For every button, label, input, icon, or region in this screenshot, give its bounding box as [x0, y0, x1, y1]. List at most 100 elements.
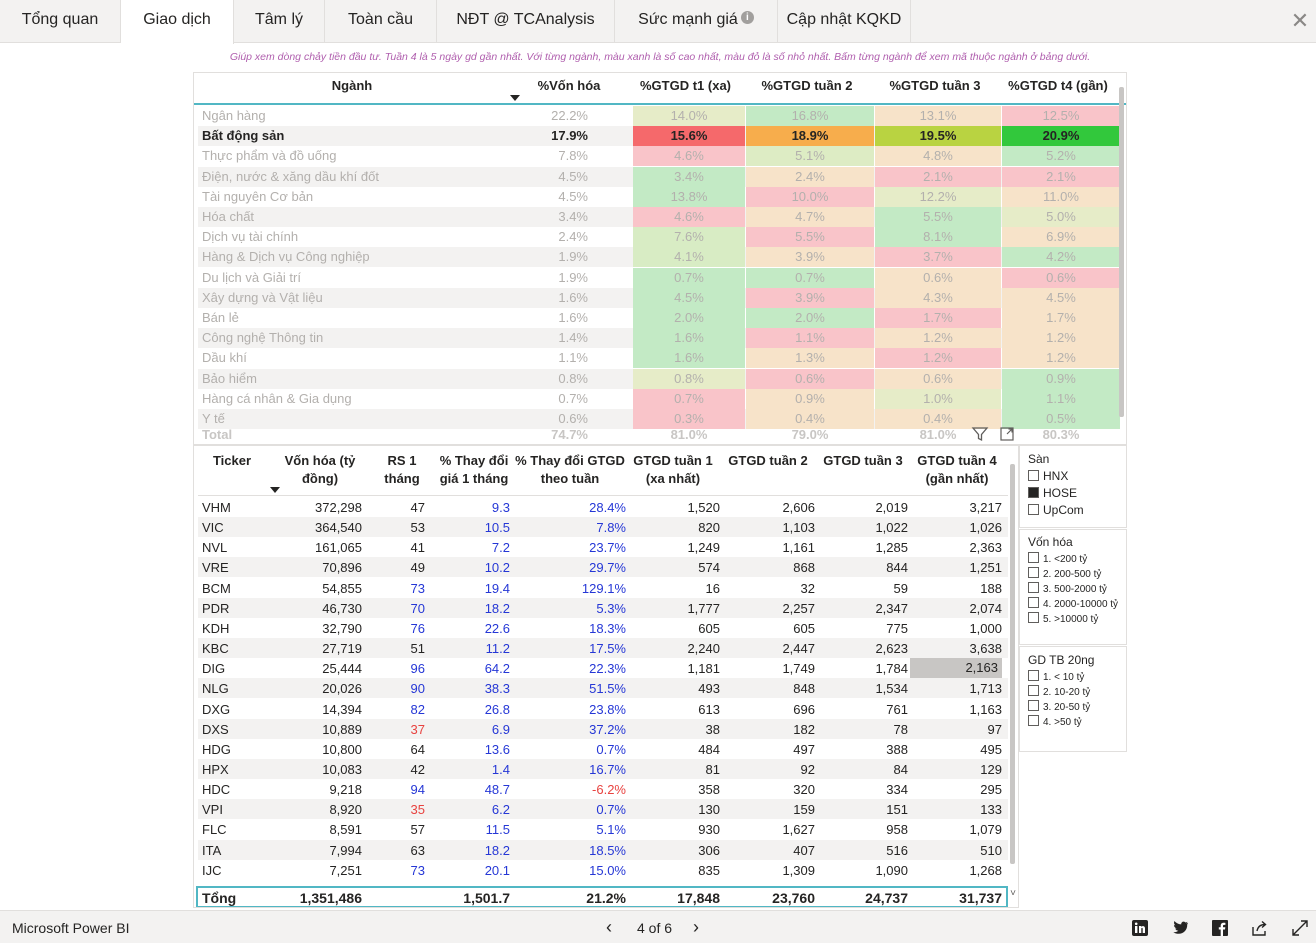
industry-row[interactable]: Du lịch và Giải trí 1.9% 0.7% 0.7% 0.6% 0.6% — [198, 267, 1120, 288]
checkbox-icon[interactable] — [1028, 552, 1039, 563]
checkbox-icon[interactable] — [1028, 567, 1039, 578]
tab-giao-dich[interactable]: Giao dịch — [121, 0, 234, 44]
table-row[interactable]: DIG 25,444 96 64.2 22.3% 1,181 1,749 1,784 2,163 — [198, 658, 1008, 679]
col-header-gtgd-t4[interactable]: %GTGD t4 (gần) — [1008, 78, 1108, 93]
slicer-item-upcom[interactable]: UpCom — [1028, 503, 1084, 517]
col-header-rs[interactable]: RS 1 tháng — [384, 453, 420, 486]
col-header-nganh[interactable]: Ngành — [331, 78, 373, 93]
industry-row[interactable]: Công nghệ Thông tin 1.4% 1.6% 1.1% 1.2% 1.2% — [198, 328, 1120, 349]
table-row[interactable]: KDH 32,790 76 22.6 18.3% 605 605 775 1,000 — [198, 618, 1008, 638]
slicer-item[interactable]: 1. <200 tỷ — [1028, 552, 1087, 565]
sort-desc-icon[interactable] — [270, 487, 280, 493]
table-row[interactable]: VPI 8,920 35 6.2 0.7% 130 159 151 133 — [198, 799, 1008, 820]
industry-row[interactable]: Tài nguyên Cơ bản 4.5% 13.8% 10.0% 12.2% 11.0… — [198, 186, 1120, 207]
tab-tam-ly[interactable]: Tâm lý — [234, 0, 325, 43]
industry-row[interactable]: Thực phẩm và đồ uống 7.8% 4.6% 5.1% 4.8% 5.2% — [198, 146, 1120, 167]
industry-row[interactable]: Hàng & Dịch vụ Công nghiệp 1.9% 4.1% 3.9% 3.… — [198, 247, 1120, 268]
tab-ndt-tcanalysis[interactable]: NĐT @ TCAnalysis — [437, 0, 615, 43]
col-header-gtgd-tuan2[interactable]: %GTGD tuần 2 — [761, 78, 853, 93]
table-row[interactable]: VIC 364,540 53 10.5 7.8% 820 1,103 1,022 1,026 — [198, 517, 1008, 538]
table-row[interactable]: NVL 161,065 41 7.2 23.7% 1,249 1,161 1,285 2,363 — [198, 537, 1008, 557]
table-row[interactable]: VHM 372,298 47 9.3 28.4% 1,520 2,606 2,019 3,217 — [198, 497, 1008, 517]
slicer-item-hose[interactable]: HOSE — [1028, 486, 1077, 500]
col-header-gtgd-tuan2[interactable]: GTGD tuần 2 — [728, 453, 808, 468]
col-header-thay-doi-gia[interactable]: % Thay đổi giá 1 tháng — [439, 453, 509, 486]
ticker-scrollbar[interactable] — [1010, 464, 1015, 864]
linkedin-icon[interactable] — [1131, 919, 1149, 937]
col-header-gtgd-tuan4[interactable]: GTGD tuần 4 (gần nhất) — [917, 453, 997, 486]
table-row[interactable]: FLC 8,591 57 11.5 5.1% 930 1,627 958 1,079 — [198, 819, 1008, 839]
ticker-thay-doi-gtgd: 129.1% — [581, 580, 626, 596]
industry-row[interactable]: Ngân hàng 22.2% 14.0% 16.8% 13.1% 12.5% — [198, 106, 1120, 126]
slicer-item-hnx[interactable]: HNX — [1028, 469, 1068, 483]
info-icon[interactable]: i — [740, 11, 754, 24]
slicer-item[interactable]: 3. 20-50 tỷ — [1028, 700, 1090, 713]
table-row[interactable]: HPX 10,083 42 1.4 16.7% 81 92 84 129 — [198, 758, 1008, 779]
previous-page-icon[interactable]: ‹ — [606, 917, 612, 937]
slicer-item[interactable]: 2. 10-20 tỷ — [1028, 685, 1090, 698]
sort-desc-icon[interactable] — [510, 95, 520, 101]
tab-suc-manh-gia[interactable]: Sức mạnh giá i — [615, 0, 778, 43]
checkbox-icon[interactable] — [1028, 470, 1039, 481]
col-header-gtgd-tuan3[interactable]: GTGD tuần 3 — [823, 453, 903, 468]
filter-icon[interactable] — [971, 425, 989, 443]
scroll-down-icon[interactable]: ˅ — [1010, 888, 1016, 899]
table-row[interactable]: BCM 54,855 73 19.4 129.1% 16 32 59 188 — [198, 578, 1008, 598]
slicer-item[interactable]: 4. >50 tỷ — [1028, 715, 1082, 728]
slicer-item[interactable]: 4. 2000-10000 tỷ — [1028, 597, 1118, 610]
next-page-icon[interactable]: › — [693, 917, 699, 937]
tab-toan-cau[interactable]: Toàn cầu — [325, 0, 437, 43]
table-row[interactable]: HDC 9,218 94 48.7 -6.2% 358 320 334 295 — [198, 779, 1008, 799]
checkbox-icon[interactable] — [1028, 685, 1039, 696]
industry-row[interactable]: Bất động sản 17.9% 15.6% 18.9% 19.5% 20.9% — [198, 126, 1120, 147]
industry-row[interactable]: Điện, nước & xăng dầu khí đốt 4.5% 3.4% 2.4… — [198, 166, 1120, 187]
ticker-thay-doi-gtgd: 15.0% — [589, 862, 626, 878]
checkbox-checked-icon[interactable] — [1028, 487, 1039, 498]
col-header-ticker[interactable]: Ticker — [212, 453, 252, 468]
slicer-item[interactable]: 1. < 10 tỷ — [1028, 670, 1084, 683]
facebook-icon[interactable] — [1211, 919, 1229, 937]
table-row[interactable]: IJC 7,251 73 20.1 15.0% 835 1,309 1,090 1,268 — [198, 860, 1008, 880]
industry-row[interactable]: Xây dựng và Vật liệu 1.6% 4.5% 3.9% 4.3% 4.5% — [198, 287, 1120, 308]
table-row[interactable]: DXG 14,394 82 26.8 23.8% 613 696 761 1,163 — [198, 699, 1008, 719]
checkbox-icon[interactable] — [1028, 670, 1039, 681]
checkbox-icon[interactable] — [1028, 504, 1039, 515]
col-header-gtgd-tuan1[interactable]: GTGD tuần 1 (xa nhất) — [633, 453, 713, 486]
twitter-icon[interactable] — [1171, 919, 1189, 937]
checkbox-icon[interactable] — [1028, 612, 1039, 623]
industry-scrollbar[interactable] — [1119, 87, 1124, 417]
focus-mode-icon[interactable] — [998, 425, 1016, 443]
table-row[interactable]: KBC 27,719 51 11.2 17.5% 2,240 2,447 2,623 3,638 — [198, 638, 1008, 659]
industry-row[interactable]: Hóa chất 3.4% 4.6% 4.7% 5.5% 5.0% — [198, 207, 1120, 227]
slicer-item[interactable]: 5. >10000 tỷ — [1028, 612, 1098, 625]
ticker-gtgd-tuan4: 1,713 — [969, 681, 1002, 697]
tab-tong-quan[interactable]: Tổng quan — [0, 0, 121, 43]
table-row[interactable]: ITA 7,994 63 18.2 18.5% 306 407 516 510 — [198, 839, 1008, 860]
col-header-von-hoa[interactable]: Vốn hóa (tỷ đồng) — [284, 453, 356, 486]
share-icon[interactable] — [1251, 919, 1269, 937]
close-icon[interactable]: ✕ — [1290, 8, 1310, 33]
industry-row[interactable]: Bán lẻ 1.6% 2.0% 2.0% 1.7% 1.7% — [198, 308, 1120, 328]
industry-row[interactable]: Bảo hiểm 0.8% 0.8% 0.6% 0.6% 0.9% — [198, 368, 1120, 389]
slicer-item[interactable]: 3. 500-2000 tỷ — [1028, 582, 1107, 595]
industry-row[interactable]: Dầu khí 1.1% 1.6% 1.3% 1.2% 1.2% — [198, 348, 1120, 369]
fullscreen-icon[interactable] — [1291, 919, 1309, 937]
table-row[interactable]: NLG 20,026 90 38.3 51.5% 493 848 1,534 1,713 — [198, 678, 1008, 699]
checkbox-icon[interactable] — [1028, 597, 1039, 608]
col-header-gtgd-t1[interactable]: %GTGD t1 (xa) — [639, 78, 731, 93]
checkbox-icon[interactable] — [1028, 700, 1039, 711]
industry-row[interactable]: Y tế 0.6% 0.3% 0.4% 0.4% 0.5% — [198, 409, 1120, 429]
table-row[interactable]: HDG 10,800 64 13.6 0.7% 484 497 388 495 — [198, 739, 1008, 759]
table-row[interactable]: PDR 46,730 70 18.2 5.3% 1,777 2,257 2,347 2,074 — [198, 597, 1008, 618]
col-header-thay-doi-gtgd[interactable]: % Thay đổi GTGD theo tuần — [515, 453, 625, 486]
table-row[interactable]: VRE 70,896 49 10.2 29.7% 574 868 844 1,251 — [198, 557, 1008, 578]
checkbox-icon[interactable] — [1028, 715, 1039, 726]
col-header-von-hoa[interactable]: %Vốn hóa — [537, 78, 601, 93]
table-row[interactable]: DXS 10,889 37 6.9 37.2% 38 182 78 97 — [198, 718, 1008, 739]
industry-row[interactable]: Hàng cá nhân & Gia dụng 0.7% 0.7% 0.9% 1.0% 1… — [198, 388, 1120, 409]
tab-cap-nhat-kqkd[interactable]: Cập nhật KQKD — [778, 0, 911, 43]
checkbox-icon[interactable] — [1028, 582, 1039, 593]
industry-row[interactable]: Dịch vụ tài chính 2.4% 7.6% 5.5% 8.1% 6.9% — [198, 227, 1120, 248]
col-header-gtgd-tuan3[interactable]: %GTGD tuần 3 — [889, 78, 981, 93]
slicer-item[interactable]: 2. 200-500 tỷ — [1028, 567, 1101, 580]
